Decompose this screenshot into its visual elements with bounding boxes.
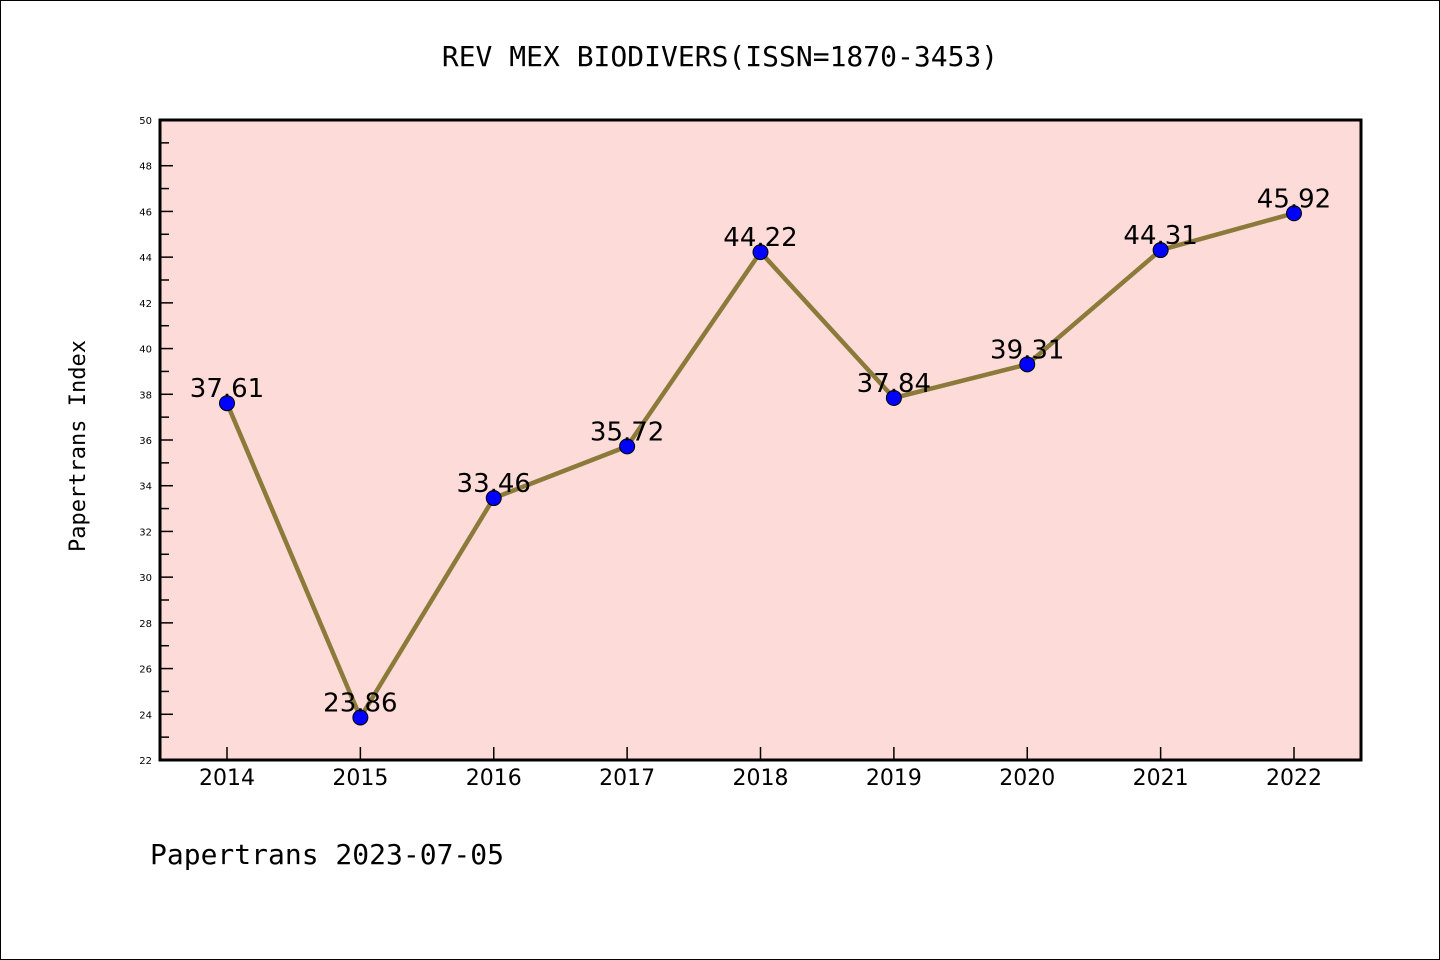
x-tick-label: 2018 (733, 766, 789, 791)
data-label: 39.31 (990, 335, 1064, 365)
y-tick-label: 44 (139, 253, 152, 264)
data-point (1286, 205, 1302, 222)
y-tick-label: 42 (139, 299, 152, 310)
x-tick-label: 2021 (1133, 766, 1189, 791)
y-tick-label: 28 (139, 619, 152, 630)
data-point (885, 389, 902, 406)
data-point (1152, 242, 1169, 259)
data-label: 44.31 (1123, 221, 1197, 251)
y-tick-label: 32 (139, 527, 152, 538)
y-tick-label: 36 (139, 436, 152, 447)
data-point (219, 395, 235, 412)
data-label: 23.86 (323, 688, 397, 718)
y-tick-label: 24 (139, 710, 152, 721)
data-point (752, 244, 769, 261)
x-tick-label: 2019 (866, 766, 922, 791)
chart-title: REV MEX BIODIVERS(ISSN=1870-3453) (442, 40, 998, 73)
y-tick-label: 38 (139, 390, 152, 401)
data-label: 45.92 (1257, 184, 1331, 214)
x-tick-label: 2015 (332, 766, 388, 791)
y-tick-label: 48 (139, 162, 152, 173)
footer-text: Papertrans 2023-07-05 (150, 838, 504, 871)
y-tick-label: 34 (139, 482, 152, 493)
data-label: 33.46 (457, 469, 531, 499)
data-point (1019, 356, 1036, 373)
x-tick-label: 2022 (1266, 766, 1322, 791)
x-tick-label: 2016 (466, 766, 522, 791)
y-tick-label: 40 (139, 345, 152, 356)
y-axis-label: Papertrans Index (66, 340, 91, 552)
data-label: 44.22 (723, 223, 797, 253)
data-label: 37.61 (190, 374, 264, 404)
y-tick-label: 46 (139, 207, 152, 218)
plot-area (158, 118, 1363, 762)
data-label: 35.72 (590, 417, 664, 447)
data-point (485, 490, 502, 507)
y-tick-label: 22 (139, 756, 152, 767)
y-tick-label: 26 (139, 665, 152, 676)
x-tick-label: 2014 (199, 766, 255, 791)
data-label: 37.84 (857, 369, 931, 399)
x-tick-label: 2020 (999, 766, 1055, 791)
y-tick-label: 50 (139, 116, 152, 127)
y-tick-label: 30 (139, 573, 152, 584)
data-point (352, 709, 369, 726)
x-tick-label: 2017 (599, 766, 655, 791)
data-point (619, 438, 636, 455)
